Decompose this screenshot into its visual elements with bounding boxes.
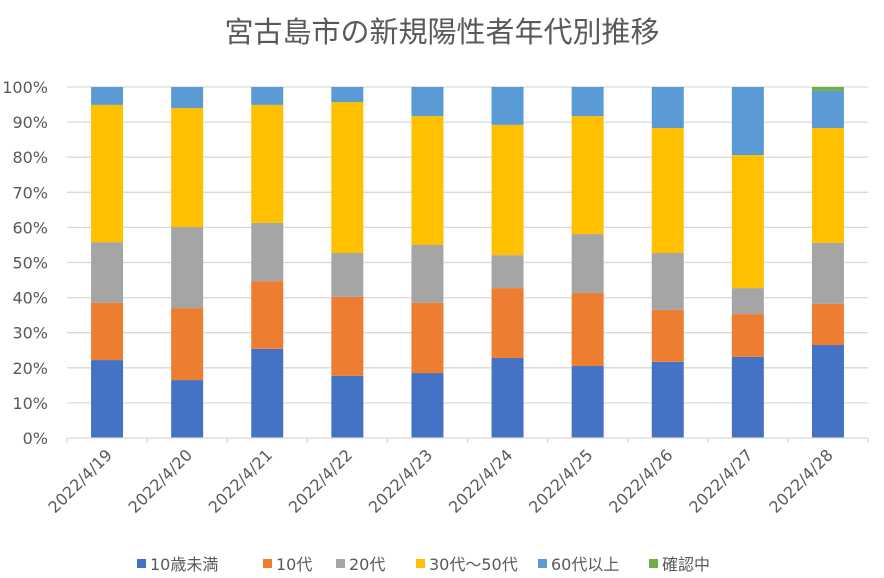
bar-segment-2-9	[811, 242, 844, 304]
legend-swatch	[649, 559, 658, 568]
bar-segment-3-4	[411, 116, 444, 245]
x-tick-label: 2022/4/27	[685, 445, 756, 516]
chart-title: 宮古島市の新規陽性者年代別推移	[224, 15, 659, 49]
legend-swatch	[538, 559, 547, 568]
bar-segment-4-2	[251, 87, 284, 105]
legend: 10歳未満 10代 20代 30代～50代 60代以上 確認中	[137, 555, 710, 574]
bar-segment-2-8	[731, 288, 764, 315]
legend-item: 20代	[336, 555, 385, 574]
bar-segment-0-2	[251, 348, 284, 438]
bar-segment-5-9	[811, 87, 844, 91]
x-tick-label: 2022/4/24	[445, 445, 516, 516]
bar-segment-1-1	[171, 308, 204, 381]
x-tick-label: 2022/4/28	[765, 445, 836, 516]
x-tick-label: 2022/4/26	[605, 445, 676, 516]
bar-segment-2-1	[171, 227, 204, 309]
bars	[91, 87, 844, 438]
bar-segment-1-5	[491, 288, 524, 358]
legend-label: 20代	[349, 555, 385, 574]
bar-segment-0-0	[91, 360, 124, 438]
bar-segment-4-3	[331, 87, 364, 103]
bar-segment-3-5	[491, 124, 524, 256]
legend-label: 10代	[276, 555, 312, 574]
legend-label: 60代以上	[551, 555, 619, 574]
bar-segment-2-5	[491, 255, 524, 289]
bar-segment-3-1	[171, 108, 204, 228]
bar-segment-4-0	[91, 87, 124, 105]
x-tick-label: 2022/4/20	[125, 445, 196, 516]
bar-segment-0-1	[171, 380, 204, 438]
bar-segment-3-9	[811, 128, 844, 243]
bar-segment-1-7	[651, 309, 684, 362]
bar-segment-3-3	[331, 102, 364, 254]
bar-segment-1-9	[811, 303, 844, 345]
y-tick-label: 70%	[12, 183, 48, 202]
bar-segment-4-9	[811, 90, 844, 129]
bar-segment-4-1	[171, 87, 204, 109]
bar-segment-0-7	[651, 361, 684, 438]
y-tick-label: 80%	[12, 148, 48, 167]
legend-label: 10歳未満	[150, 555, 218, 574]
bar-segment-4-7	[651, 87, 684, 129]
bar-segment-2-6	[571, 234, 604, 294]
legend-item: 10代	[263, 555, 312, 574]
bar-segment-4-6	[571, 87, 604, 117]
bar-segment-1-8	[731, 314, 764, 357]
x-tick-label: 2022/4/23	[365, 445, 436, 516]
x-tick-label: 2022/4/25	[525, 445, 596, 516]
bar-segment-2-3	[331, 253, 364, 297]
legend-label: 30代～50代	[429, 555, 518, 574]
bar-segment-0-8	[731, 356, 764, 438]
bar-segment-4-5	[491, 87, 524, 125]
legend-swatch	[137, 559, 146, 568]
y-tick-label: 100%	[2, 78, 48, 97]
x-axis-ticks: 2022/4/19 2022/4/20 2022/4/21 2022/4/22 2022…	[44, 445, 836, 516]
y-tick-label: 30%	[12, 324, 48, 343]
bar-segment-3-0	[91, 104, 124, 243]
y-tick-label: 10%	[12, 394, 48, 413]
bar-segment-4-8	[731, 87, 764, 156]
x-axis	[66, 437, 869, 443]
legend-item: 確認中	[649, 555, 710, 574]
bar-segment-0-4	[411, 373, 444, 438]
y-tick-label: 40%	[12, 289, 48, 308]
bar-segment-4-4	[411, 87, 444, 117]
bar-segment-3-6	[571, 116, 604, 235]
bar-segment-1-2	[251, 281, 284, 349]
y-tick-label: 50%	[12, 254, 48, 273]
bar-segment-2-7	[651, 253, 684, 310]
y-tick-label: 0%	[23, 429, 48, 448]
x-tick-label: 2022/4/19	[44, 445, 115, 516]
y-tick-label: 90%	[12, 113, 48, 132]
legend-item: 30代～50代	[416, 555, 518, 574]
bar-segment-0-9	[811, 344, 844, 438]
bar-segment-1-6	[571, 293, 604, 367]
x-tick-label: 2022/4/22	[285, 445, 356, 516]
bar-segment-3-2	[251, 104, 284, 223]
y-tick-label: 60%	[12, 218, 48, 237]
x-tick-label: 2022/4/21	[205, 445, 276, 516]
bar-segment-3-7	[651, 128, 684, 254]
bar-segment-3-8	[731, 155, 764, 289]
bar-segment-2-2	[251, 222, 284, 282]
y-tick-label: 20%	[12, 359, 48, 378]
legend-swatch	[263, 559, 272, 568]
bar-segment-2-4	[411, 244, 444, 303]
legend-swatch	[336, 559, 345, 568]
bar-segment-0-5	[491, 357, 524, 438]
y-axis-ticks: 0% 10% 20% 30% 40% 50% 60% 70% 80% 90% 100%	[2, 78, 48, 448]
bar-segment-0-3	[331, 375, 364, 438]
legend-label: 確認中	[662, 555, 710, 574]
bar-segment-2-0	[91, 242, 124, 303]
legend-item: 60代以上	[538, 555, 619, 574]
bar-segment-1-0	[91, 302, 124, 361]
legend-item: 10歳未満	[137, 555, 218, 574]
bar-segment-0-6	[571, 366, 604, 438]
bar-segment-1-3	[331, 296, 364, 376]
bar-segment-1-4	[411, 302, 444, 374]
legend-swatch	[416, 559, 425, 568]
